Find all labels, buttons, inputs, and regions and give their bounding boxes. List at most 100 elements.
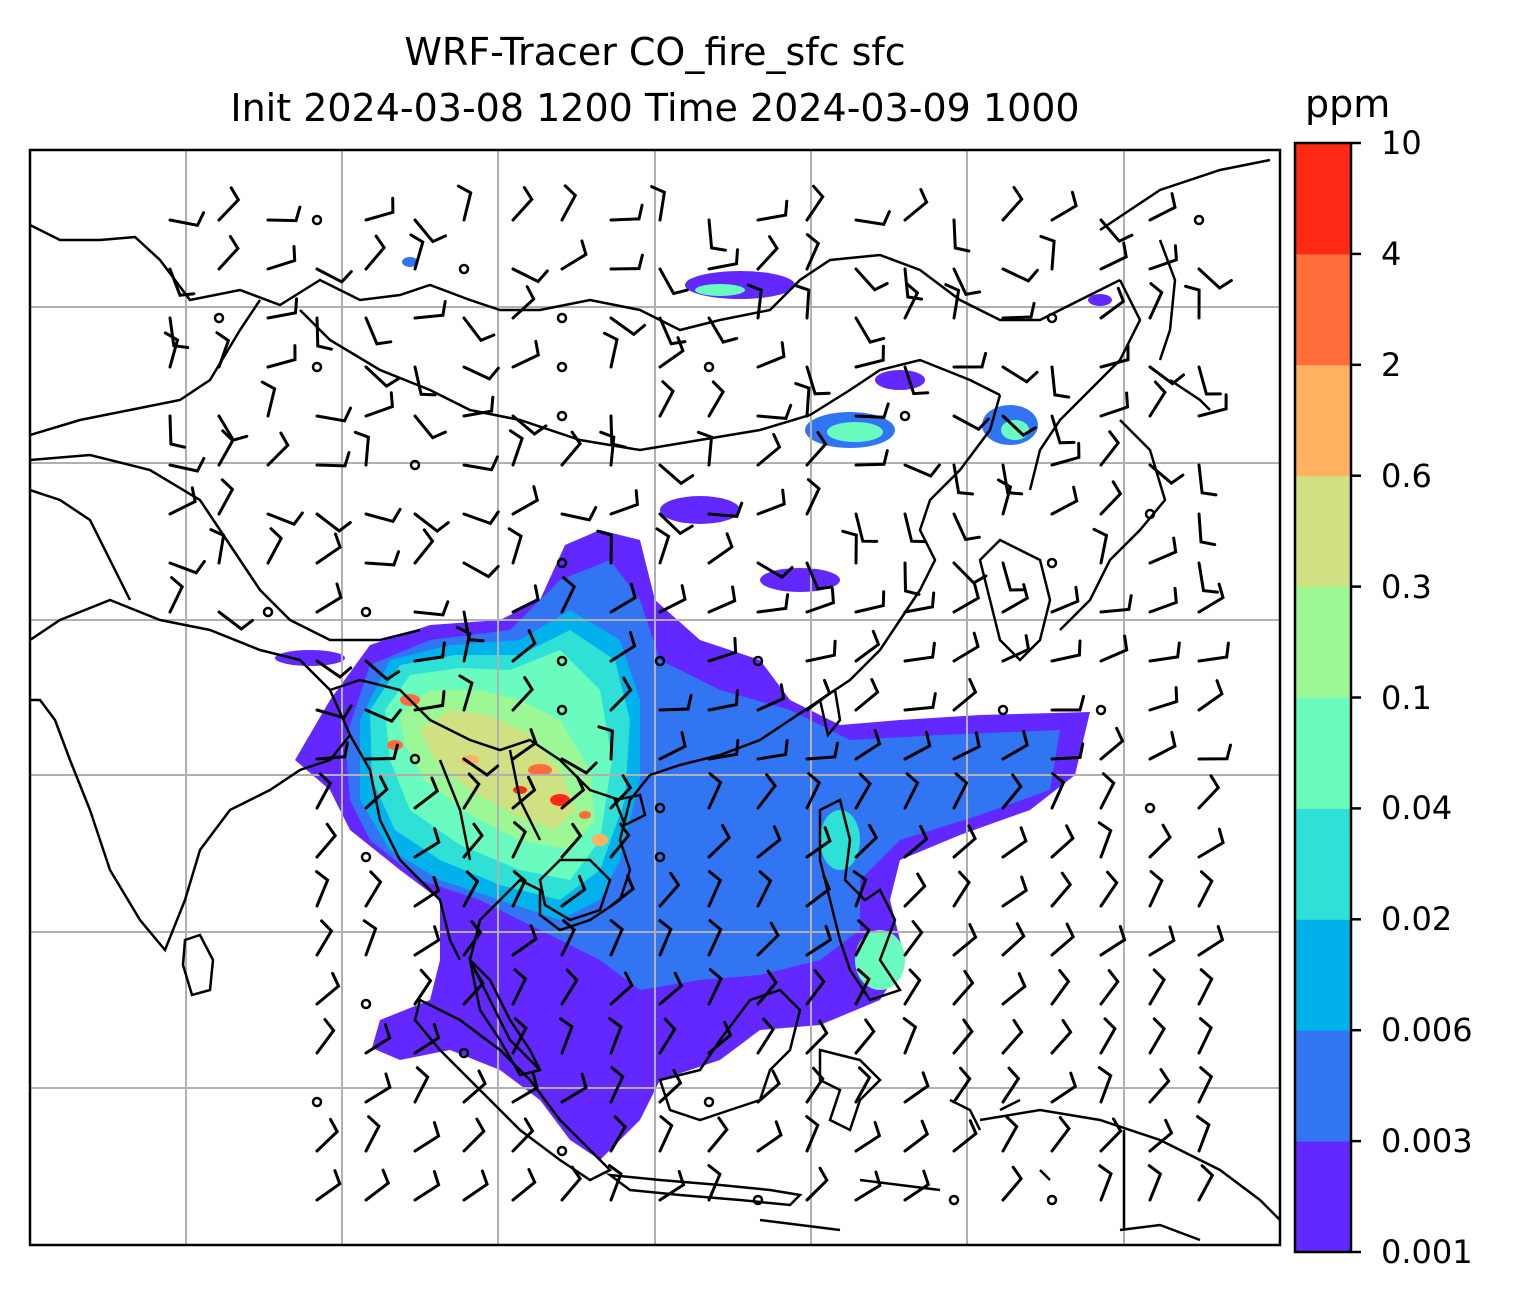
wind-barb (364, 708, 402, 724)
wind-barb (362, 919, 378, 957)
wind-barb (1099, 344, 1130, 369)
wind-barb (805, 772, 822, 810)
wind-barb (1001, 301, 1036, 320)
colorbar-tick-label: 0.1 (1381, 678, 1432, 717)
wind-barb (658, 380, 675, 418)
wind-barb (511, 1117, 535, 1153)
hainan (613, 793, 647, 827)
wind-barb (413, 300, 447, 320)
wind-barb (952, 561, 988, 585)
wind-barb (1197, 512, 1217, 547)
wind-barb (413, 827, 441, 859)
wind-barb (1197, 641, 1230, 663)
wind-barb (1092, 527, 1109, 565)
wind-barb (655, 527, 671, 565)
wind-barb (1197, 827, 1225, 859)
wind-barb (746, 283, 763, 320)
wind-barb (511, 968, 528, 1006)
wind-barb (364, 316, 393, 346)
wind-barb (1197, 1164, 1215, 1202)
wind-barb (511, 1017, 528, 1055)
colorbar-tick-label: 0.04 (1381, 789, 1453, 828)
wind-barb (217, 186, 241, 222)
calm-marker (1193, 214, 1205, 226)
wind-barb (364, 507, 402, 524)
wind-barb (707, 501, 744, 518)
wind-barb (1197, 679, 1224, 712)
lesser-sunda (759, 1169, 1051, 1232)
calm-marker (556, 557, 568, 569)
wind-barb (658, 871, 681, 908)
wind-barb (511, 339, 540, 369)
calm-wind-markers (213, 214, 1205, 1206)
wind-barb (805, 1066, 825, 1104)
colorbar-segment (1295, 253, 1351, 366)
wind-barb (1197, 561, 1219, 594)
wind-barb (902, 1017, 918, 1055)
wind-barb (1050, 485, 1079, 516)
wind-barb (903, 561, 921, 596)
wind-barb (854, 678, 880, 712)
wind-barb (805, 478, 821, 516)
wind-barb (903, 463, 941, 478)
wind-barb (364, 1168, 391, 1202)
colorbar-segment (1295, 697, 1351, 809)
wind-barb (609, 919, 624, 957)
wind-barb (952, 218, 971, 253)
wind-barb (805, 874, 832, 908)
wind-barb (413, 218, 447, 244)
wind-barb (756, 1069, 781, 1104)
colorbar-tick-label: 0.3 (1381, 567, 1432, 606)
wind-barb (462, 1069, 487, 1104)
wind-barb (805, 639, 837, 663)
colorbar-tick-label: 2 (1381, 345, 1402, 384)
wind-barb (854, 344, 885, 369)
wind-barb (707, 316, 739, 344)
wind-barb (315, 919, 334, 957)
wind-barb (903, 692, 937, 712)
colorbar-segment (1295, 143, 1351, 255)
wind-barb (217, 610, 254, 631)
wind-barb (413, 641, 446, 663)
wind-barb (315, 316, 333, 351)
wind-barb (462, 757, 500, 777)
calm-marker (360, 851, 372, 863)
sumatra (413, 998, 613, 1182)
wind-barb (854, 449, 889, 467)
wind-barb (1099, 391, 1130, 418)
wind-barb (1050, 922, 1076, 957)
wind-barb (456, 184, 473, 222)
wind-barb (315, 267, 353, 284)
wind-barb (609, 253, 644, 271)
wind-barb (1001, 414, 1037, 438)
java (605, 1173, 803, 1207)
wind-barb (903, 730, 932, 761)
wind-barb (413, 600, 450, 617)
wind-barb (805, 678, 832, 712)
wind-barb (1148, 968, 1166, 1006)
wind-barb (756, 561, 794, 580)
wind-barb (658, 693, 693, 712)
russia-east-coast (1028, 158, 1271, 491)
wind-barb (560, 576, 577, 614)
wind-barb (609, 489, 639, 516)
wind-barb (658, 1115, 674, 1153)
wind-barb (658, 919, 673, 957)
mongolia-border (299, 309, 1001, 452)
wind-barb (1147, 1164, 1163, 1202)
calm-marker (556, 704, 568, 716)
wind-barb (217, 235, 240, 271)
wind-barb (315, 870, 330, 908)
calm-marker (262, 606, 274, 618)
colorbar-unit-label: ppm (1305, 82, 1391, 126)
wind-barb (944, 283, 961, 320)
colorbar-tick-label: 0.006 (1381, 1011, 1473, 1050)
wind-barb (609, 1066, 625, 1104)
wind-barb (462, 510, 500, 526)
wind-barb (609, 631, 637, 663)
colorbar-tick-label: 0.001 (1381, 1233, 1473, 1271)
wind-barb (462, 561, 500, 579)
wind-barb (1099, 726, 1125, 761)
wind-barb (1148, 244, 1178, 271)
wind-barb (952, 1119, 978, 1153)
